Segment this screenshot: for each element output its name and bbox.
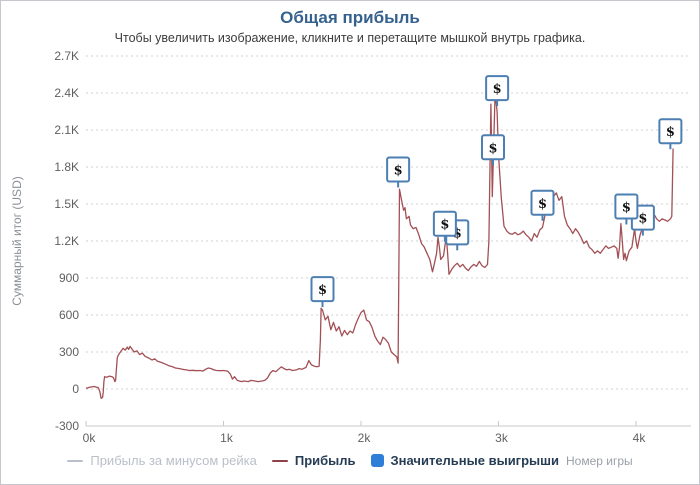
legend-square-icon <box>370 454 384 467</box>
significant-win-flag[interactable]: $ <box>530 189 555 221</box>
dollar-icon: $ <box>538 197 547 212</box>
significant-win-flag[interactable]: $ <box>658 118 683 150</box>
chart-title: Общая прибыль <box>280 8 420 27</box>
x-tick-label: 3k <box>495 431 509 445</box>
dollar-icon: $ <box>318 283 327 298</box>
x-tick-label: 2k <box>358 431 372 445</box>
legend-item-rake-adjusted[interactable]: Прибыль за минусом рейка <box>67 453 257 468</box>
significant-win-flag[interactable]: $ <box>386 156 411 188</box>
flag-box <box>310 276 335 303</box>
flag-box <box>485 75 510 102</box>
y-tick-label: 0 <box>72 382 79 396</box>
y-tick-label: 1.8K <box>54 160 79 174</box>
legend-line-icon <box>271 459 288 462</box>
dollar-icon: $ <box>394 163 403 178</box>
dollar-icon: $ <box>453 226 462 241</box>
legend-label: Значительные выигрыши <box>390 453 559 468</box>
y-tick-label: 1.2K <box>54 234 79 248</box>
x-tick-label: 4k <box>633 431 647 445</box>
y-tick-label: 2.7K <box>54 49 79 63</box>
dollar-icon: $ <box>493 82 502 97</box>
chart-subtitle: Чтобы увеличить изображение, кликните и … <box>114 31 586 45</box>
significant-win-flag[interactable]: $ <box>432 210 457 242</box>
legend-label: Прибыль <box>294 453 356 468</box>
y-tick-label: 1.5K <box>54 197 79 211</box>
significant-win-flag[interactable]: $ <box>481 134 505 166</box>
legend-item-significant-wins[interactable]: Значительные выигрыши <box>370 453 559 468</box>
y-tick-label: 2.4K <box>54 86 79 100</box>
legend-line-icon <box>67 459 84 462</box>
y-tick-label: 900 <box>59 271 79 285</box>
significant-win-flag[interactable]: $ <box>310 276 335 308</box>
flag-box <box>614 193 639 220</box>
x-tick-label: 1k <box>220 431 234 445</box>
y-axis-title: Суммарный итог (USD) <box>10 176 24 305</box>
dollar-icon: $ <box>638 212 647 227</box>
dollar-icon: $ <box>666 125 675 140</box>
dollar-icon: $ <box>488 141 497 156</box>
chart-plot-area[interactable]: 0k 1k 2k 3k 4k -300 0 300 600 900 1.2K 1.5K 1.8K 2.1K… <box>1 1 700 451</box>
x-axis-title: Номер игры <box>565 453 633 468</box>
dollar-icon: $ <box>622 200 631 215</box>
flag-box <box>386 156 411 183</box>
flag-box <box>658 118 683 145</box>
profit-line-series <box>85 92 674 399</box>
significant-win-flag[interactable]: $ <box>485 75 510 107</box>
flag-box <box>432 210 457 237</box>
flag-box <box>530 189 555 216</box>
significant-win-flag[interactable]: $ <box>614 193 639 225</box>
dollar-icon: $ <box>440 218 449 233</box>
legend-label: Прибыль за минусом рейка <box>90 453 257 468</box>
chart-legend: Прибыль за минусом рейка Прибыль Значитель… <box>1 453 699 468</box>
legend-item-profit[interactable]: Прибыль <box>271 453 356 468</box>
flag-box <box>481 134 505 161</box>
y-tick-label: 2.1K <box>54 123 79 137</box>
y-tick-label: 600 <box>59 308 79 322</box>
x-tick-label: 0k <box>83 431 97 445</box>
y-tick-label: 300 <box>59 345 79 359</box>
y-tick-label: -300 <box>55 419 79 433</box>
